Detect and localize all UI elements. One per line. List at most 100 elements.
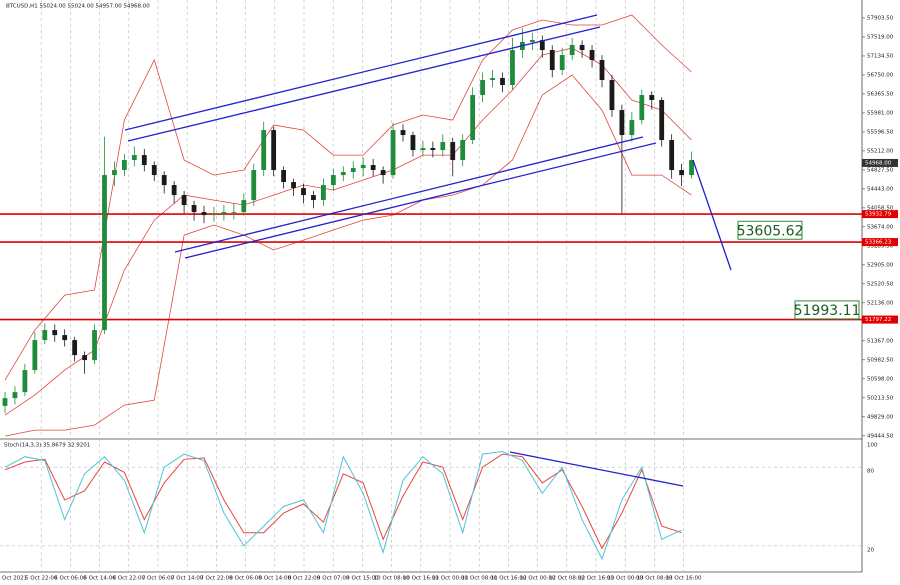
y-tick-label: 54058.50 (867, 205, 894, 211)
band-middle (4, 47, 692, 416)
candle-body (370, 165, 376, 171)
level-tag (862, 238, 898, 247)
level-tag (862, 315, 898, 324)
level-label: 53932.79 (865, 212, 892, 218)
candle-body (579, 44, 585, 51)
y-tick-label: 50598.00 (867, 376, 894, 382)
x-tick-label: 9 Oct 07:00 (317, 576, 350, 582)
candle-body (251, 170, 257, 201)
band-upper (4, 14, 692, 381)
y-tick-label: 52520.50 (867, 281, 894, 287)
stoch-tick-label: 80 (867, 469, 874, 475)
candle-body (301, 188, 306, 196)
y-tick-label: 54443.00 (867, 186, 894, 192)
candle-body (32, 340, 38, 371)
y-tick-label: 57134.50 (867, 53, 894, 59)
candle-body (659, 100, 665, 141)
candle-body (549, 50, 555, 70)
x-tick-label: 8 Oct 22:00 (288, 576, 321, 582)
candle-body (171, 185, 177, 196)
y-tick-label: 57903.50 (867, 15, 894, 21)
candle-body (669, 140, 675, 171)
indicator-title: Stoch(14,3,3) 35.8679 32.9201 (4, 443, 90, 449)
channel-line (174, 136, 644, 253)
candle-body (271, 130, 277, 171)
x-tick-label: 8 Oct 14:00 (259, 576, 292, 582)
x-tick-label: 7 Oct 22:00 (200, 576, 233, 582)
candle-body (490, 77, 495, 81)
x-tick-label: 11 Oct 16:00 (490, 576, 526, 582)
candle-body (440, 142, 446, 151)
current-price-label: 54968.00 (865, 160, 892, 166)
candle-body (12, 392, 18, 399)
x-tick-label: 7 Oct 14:00 (171, 576, 204, 582)
y-tick-label: 49444.50 (867, 433, 894, 439)
candle-body (131, 155, 137, 161)
target-label: 51993.11 (794, 303, 861, 319)
candle-body (609, 80, 615, 111)
y-tick-label: 53289.50 (867, 243, 894, 249)
y-tick-label: 52136.00 (867, 300, 894, 306)
band-lower (4, 74, 692, 437)
candle-body (221, 212, 227, 215)
x-tick-label: 7 Oct 06:00 (142, 576, 175, 582)
candle-body (22, 370, 28, 393)
candle-body (350, 168, 356, 173)
y-tick-label: 57519.00 (867, 34, 894, 40)
projection-line (692, 159, 732, 271)
candle-body (360, 165, 366, 169)
candle-body (380, 170, 386, 176)
chart-title: BTCUSD,H1 55024.00 55024.00 54957.00 549… (6, 4, 150, 10)
x-tick-label: 9 Oct 15:00 (346, 576, 379, 582)
stoch-tick-label: 100 (867, 443, 878, 449)
x-tick-label: 11 Oct 08:00 (461, 576, 497, 582)
y-tick-label: 51367.00 (867, 338, 894, 344)
target-box (737, 220, 803, 240)
y-tick-label: 50982.50 (867, 357, 894, 363)
x-tick-label: 6 Oct 14:00 (83, 576, 116, 582)
x-tick-label: 13 Oct 16:00 (666, 576, 702, 582)
candle-body (231, 212, 237, 213)
candle-body (191, 205, 197, 213)
candle-body (569, 44, 575, 56)
candle-body (52, 330, 58, 336)
candle-body (211, 214, 217, 216)
candle-body (450, 142, 456, 161)
stoch-main (4, 450, 682, 561)
candle-body (201, 212, 207, 216)
candle-body (2, 398, 8, 406)
candle-body (629, 120, 635, 136)
candle-body (619, 110, 625, 136)
x-tick-label: 8 Oct 06:00 (229, 576, 262, 582)
candle-body (529, 40, 535, 42)
x-tick-label: 12 Oct 16:00 (578, 576, 614, 582)
candle-body (281, 170, 286, 183)
y-tick-label: 52905.00 (867, 262, 894, 268)
target-label: 53605.62 (737, 223, 804, 239)
candle-body (161, 175, 167, 186)
x-tick-label: 12 Oct 08:00 (549, 576, 585, 582)
candle-body (539, 40, 545, 51)
candle-body (102, 175, 107, 331)
candle-body (460, 140, 466, 161)
candle-body (559, 55, 565, 70)
x-tick-label: 12 Oct 00:00 (520, 576, 556, 582)
candle-body (689, 160, 694, 176)
x-tick-label: 13 Oct 08:00 (636, 576, 672, 582)
y-tick-label: 50213.50 (867, 395, 894, 401)
candle-body (340, 172, 346, 176)
candle-body (291, 182, 296, 189)
candle-body (122, 160, 127, 171)
candle-body (420, 148, 426, 151)
level-tag (862, 210, 898, 219)
candle-body (500, 77, 505, 86)
candle-body (390, 130, 396, 176)
candle-body (151, 165, 157, 176)
candle-body (92, 330, 97, 361)
candle-body (261, 130, 267, 171)
level-label: 51797.22 (865, 317, 891, 323)
y-tick-label: 56750.00 (867, 72, 894, 78)
candle-body (330, 175, 336, 186)
candle-body (62, 335, 68, 341)
